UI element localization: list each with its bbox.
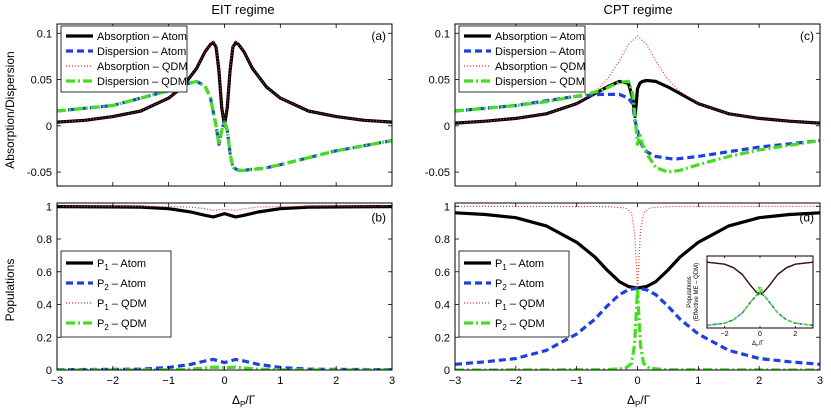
a-legend: Absorption – Atom Dispersion – Atom Absorp… bbox=[60, 25, 187, 93]
d-series-p2-qdm bbox=[455, 286, 820, 370]
c-series-absorption-qdm bbox=[455, 35, 820, 124]
c-ytick-label: 0.05 bbox=[429, 75, 450, 87]
c-ytick-label: 0 bbox=[444, 121, 450, 133]
b-ytick-label: 0.2 bbox=[37, 332, 52, 344]
c-ytick-label: 0.1 bbox=[435, 28, 450, 40]
d-inset-series-p2-qdm bbox=[707, 286, 813, 327]
b-legend-label: P2 – Atom bbox=[97, 278, 146, 292]
d-xtick-label: −3 bbox=[449, 375, 462, 387]
d-ytick-label: 0 bbox=[444, 365, 450, 377]
d-legend-label: P2 – Atom bbox=[495, 278, 544, 292]
d-inset-xtick-label: 2 bbox=[793, 331, 797, 338]
b-xtick-label: 0 bbox=[221, 375, 227, 387]
panel-a-ylabel: Absorption/Dispersion bbox=[3, 51, 17, 168]
b-ytick-label: 0.8 bbox=[37, 234, 52, 246]
c-legend-label: Dispersion – Atom bbox=[495, 46, 584, 58]
c-series-dispersion-qdm bbox=[455, 79, 820, 174]
svg-text:ΔP/Γ: ΔP/Γ bbox=[627, 393, 651, 409]
panel-d-xlabel: ΔP/Γ bbox=[627, 393, 651, 409]
d-ytick-label: 1 bbox=[444, 201, 450, 213]
b-xtick-label: 3 bbox=[389, 375, 395, 387]
d-legend: P1 – Atom P2 – Atom P1 – QDM P2 – QDM bbox=[458, 250, 570, 338]
d-legend-label: P1 – Atom bbox=[495, 258, 544, 272]
d-inset-xtick-label: −2 bbox=[721, 331, 729, 338]
c-legend-label: Absorption – QDM bbox=[495, 61, 585, 73]
c-legend: Absorption – Atom Dispersion – Atom Absorp… bbox=[458, 25, 585, 93]
a-panel-label: (a) bbox=[371, 29, 386, 43]
d-legend-label: P2 – QDM bbox=[495, 318, 545, 332]
panel-d: −3 −2 −1 0 1 2 3 0 0.2 0.4 0.6 0.8 1 (d) P1 – Atom P2 –… bbox=[435, 201, 823, 387]
b-legend-label: P1 – Atom bbox=[97, 258, 146, 272]
panel-a-title: EIT regime bbox=[211, 2, 274, 17]
b-xtick-label: −2 bbox=[107, 375, 120, 387]
b-ytick-label: 1 bbox=[46, 201, 52, 213]
b-ytick-label: 0.6 bbox=[37, 267, 52, 279]
b-series-p1-atom bbox=[57, 205, 392, 219]
b-xtick-label: −1 bbox=[162, 375, 175, 387]
d-xtick-label: −1 bbox=[570, 375, 583, 387]
d-xtick-label: 3 bbox=[817, 375, 823, 387]
svg-text:ΔP/Γ: ΔP/Γ bbox=[232, 393, 256, 409]
d-legend-label: P1 – QDM bbox=[495, 298, 545, 312]
panel-b: −3 −2 −1 0 1 2 3 0 0.2 0.4 0.6 0.8 1 (b) P1 – Atom P2 –… bbox=[37, 201, 395, 387]
d-ytick-label: 0.6 bbox=[435, 267, 450, 279]
a-legend-label: Absorption – QDM bbox=[97, 61, 187, 73]
d-xtick-label: 0 bbox=[634, 375, 640, 387]
b-panel-label: (b) bbox=[371, 211, 386, 225]
panel-d-inset: −2 0 2 ΔP/Γ Populations(Effective ME – QDM) bbox=[687, 255, 814, 348]
d-ytick-label: 0.8 bbox=[435, 234, 450, 246]
b-xtick-label: 2 bbox=[333, 375, 339, 387]
panel-b-ylabel: Populations bbox=[3, 259, 17, 322]
c-ytick-label: -0.05 bbox=[425, 167, 450, 179]
b-legend-label: P2 – QDM bbox=[97, 318, 147, 332]
a-ytick-label: 0.05 bbox=[31, 75, 52, 87]
a-series-dispersion-qdm bbox=[57, 79, 392, 172]
a-ytick-label: 0 bbox=[46, 121, 52, 133]
c-legend-label: Absorption – Atom bbox=[495, 31, 585, 43]
a-ytick-label: 0.1 bbox=[37, 28, 52, 40]
inset-xlabel: ΔP/Γ bbox=[752, 341, 764, 348]
b-legend: P1 – Atom P2 – Atom P1 – QDM P2 – QDM bbox=[60, 250, 172, 338]
b-xtick-label: −3 bbox=[51, 375, 64, 387]
a-legend-label: Dispersion – QDM bbox=[97, 76, 187, 88]
d-panel-label: (d) bbox=[799, 211, 814, 225]
b-series-p2-atom bbox=[57, 357, 392, 370]
a-legend-label: Dispersion – Atom bbox=[97, 46, 186, 58]
svg-text:ΔP/Γ: ΔP/Γ bbox=[752, 341, 764, 348]
d-xtick-label: 2 bbox=[756, 375, 762, 387]
b-ytick-label: 0 bbox=[46, 365, 52, 377]
d-ytick-label: 0.4 bbox=[435, 300, 450, 312]
b-series-p1-qdm bbox=[57, 205, 392, 211]
d-ytick-label: 0.2 bbox=[435, 332, 450, 344]
d-inset-xtick-label: 0 bbox=[758, 331, 762, 338]
a-legend-label: Absorption – Atom bbox=[97, 31, 187, 43]
panel-b-xlabel: ΔP/Γ bbox=[232, 393, 256, 409]
c-legend-label: Dispersion – QDM bbox=[495, 76, 585, 88]
panel-a: -0.05 0 0.05 0.1 (a) Absorption – Atom Dispers… bbox=[27, 23, 393, 187]
d-series-p2-atom bbox=[455, 286, 820, 366]
b-legend-label: P1 – QDM bbox=[97, 298, 147, 312]
a-ytick-label: -0.05 bbox=[27, 167, 52, 179]
b-ytick-label: 0.4 bbox=[37, 300, 52, 312]
panel-c: -0.05 0 0.05 0.1 (c) Absorption – Atom Dispers… bbox=[425, 23, 821, 187]
b-xtick-label: 1 bbox=[277, 375, 283, 387]
d-xtick-label: −2 bbox=[510, 375, 523, 387]
inset-ylabel: Populations(Effective ME – QDM) bbox=[687, 263, 700, 321]
d-xtick-label: 1 bbox=[695, 375, 701, 387]
c-panel-label: (c) bbox=[800, 29, 814, 43]
panel-c-title: CPT regime bbox=[603, 2, 672, 17]
